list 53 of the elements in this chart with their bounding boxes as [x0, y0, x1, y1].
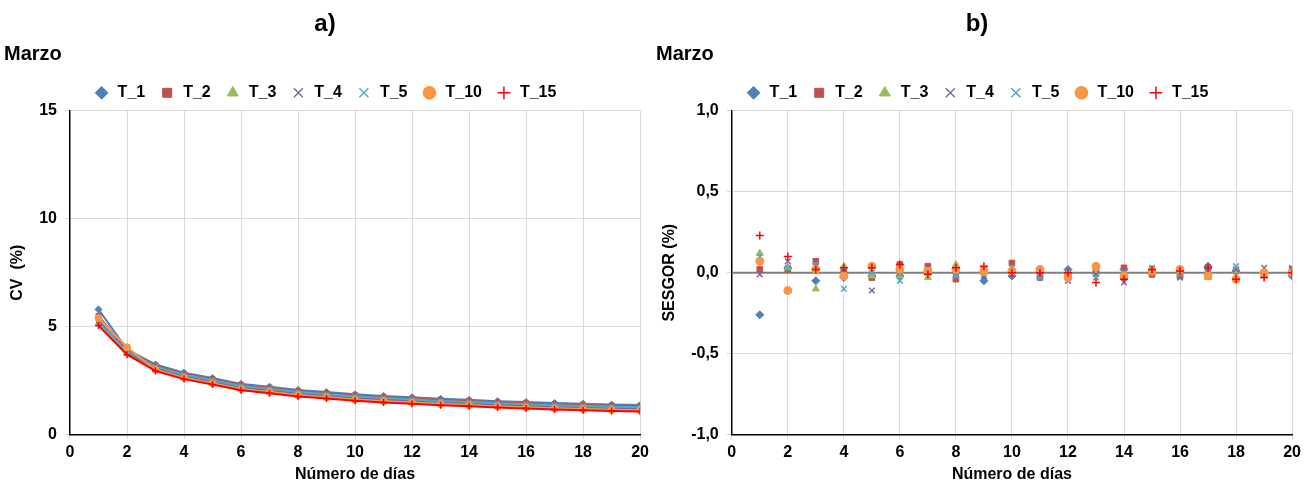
- y-tick-label: -1,0: [691, 425, 719, 443]
- y-tick-label: 1,0: [696, 101, 719, 119]
- x-tick-label: 10: [346, 442, 365, 460]
- x-tick-label: 0: [65, 442, 75, 460]
- x-tick-label: 4: [179, 442, 189, 460]
- x-axis-title: Número de días: [951, 464, 1073, 482]
- chart-subtitle: Marzo: [656, 42, 714, 65]
- x-tick-label: 0: [727, 442, 737, 460]
- legend-label: T_15: [519, 83, 557, 101]
- y-axis-title: CV (%): [8, 244, 26, 301]
- x-tick-label: 20: [1283, 442, 1302, 460]
- y-tick-label: 10: [39, 209, 58, 227]
- legend-label: T_2: [183, 83, 211, 101]
- x-tick-label: 8: [293, 442, 303, 460]
- x-tick-label: 18: [574, 442, 593, 460]
- chart-subtitle: Marzo: [4, 42, 62, 65]
- x-tick-label: 6: [236, 442, 246, 460]
- x-tick-label: 14: [460, 442, 479, 460]
- x-tick-label: 12: [1059, 442, 1077, 460]
- y-tick-label: 15: [39, 101, 58, 119]
- legend-label: T_2: [835, 83, 863, 101]
- x-axis-title: Número de días: [295, 464, 416, 482]
- chart-title: b): [965, 9, 989, 37]
- legend-label: T_1: [769, 83, 798, 101]
- x-tick-label: 2: [783, 442, 793, 460]
- legend-label: T_10: [1097, 83, 1135, 101]
- x-tick-label: 6: [895, 442, 905, 460]
- legend-label: T_3: [248, 83, 277, 101]
- legend-label: T_1: [117, 83, 146, 101]
- y-tick-label: 5: [48, 317, 58, 335]
- legend-label: T_3: [900, 83, 929, 101]
- x-tick-label: 10: [1003, 442, 1021, 460]
- legend-label: T_5: [1031, 83, 1060, 101]
- y-axis-title: SESGOR (%): [660, 223, 678, 322]
- legend-label: T_15: [1171, 83, 1209, 101]
- legend-label: T_4: [966, 83, 994, 101]
- x-tick-label: 20: [631, 442, 650, 460]
- x-tick-label: 16: [517, 442, 536, 460]
- x-tick-label: 16: [1171, 442, 1190, 460]
- chart-title: a): [314, 9, 336, 37]
- x-tick-label: 14: [1115, 442, 1133, 460]
- x-tick-label: 2: [122, 442, 132, 460]
- legend-label: T_4: [314, 83, 342, 101]
- x-tick-label: 18: [1227, 442, 1246, 460]
- legend-label: T_5: [379, 83, 408, 101]
- x-tick-label: 12: [403, 442, 422, 460]
- y-tick-label: 0,0: [696, 263, 719, 281]
- y-tick-label: -0,5: [691, 344, 719, 362]
- x-tick-label: 8: [951, 442, 961, 460]
- y-tick-label: 0: [48, 425, 58, 443]
- x-tick-label: 4: [839, 442, 849, 460]
- y-tick-label: 0,5: [696, 182, 719, 200]
- legend-label: T_10: [445, 83, 483, 101]
